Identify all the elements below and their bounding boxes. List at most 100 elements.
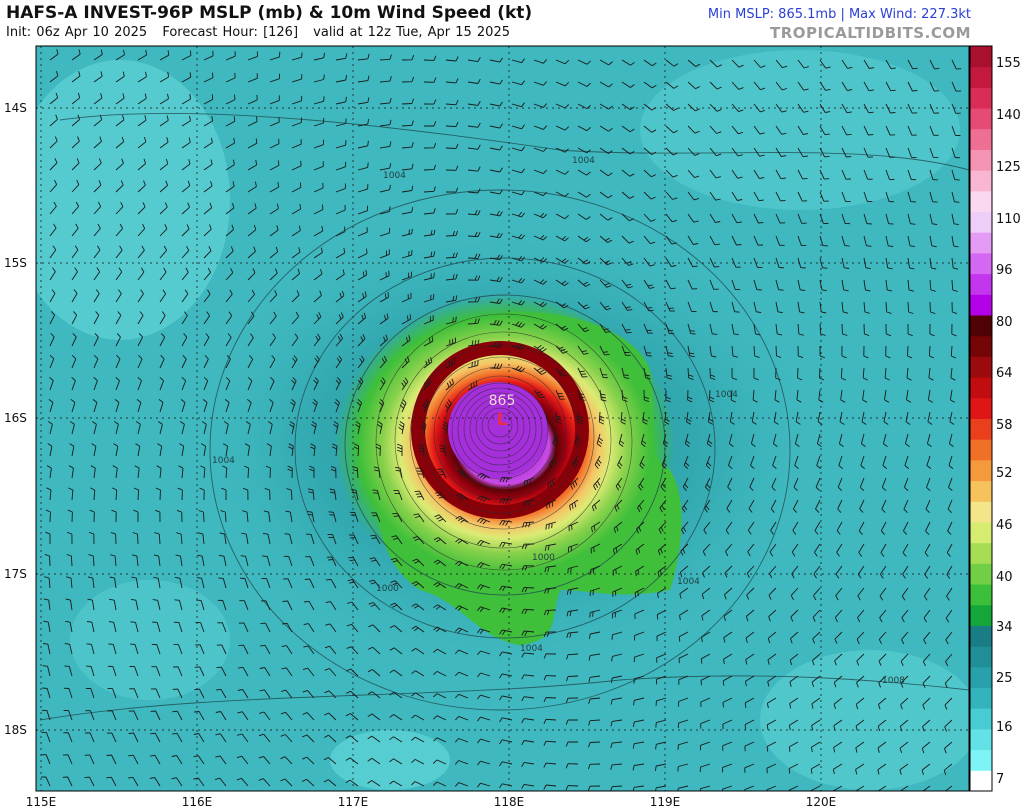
wind-barb	[731, 235, 742, 246]
wind-barb	[855, 719, 865, 731]
wind-barb	[395, 466, 403, 479]
wind-barb	[731, 345, 738, 358]
wind-barb	[181, 115, 191, 127]
colorbar-swatch	[970, 273, 992, 295]
wind-barb	[709, 235, 720, 246]
wind-barb	[332, 443, 338, 457]
wind-barb	[379, 334, 388, 347]
wind-barb	[591, 499, 601, 512]
wind-barb	[744, 697, 755, 708]
wind-barb	[797, 81, 809, 91]
wind-barb	[945, 609, 953, 623]
wind-barb	[621, 389, 628, 402]
wind-barb	[836, 543, 843, 557]
wind-barb	[433, 671, 447, 677]
wind-barb	[445, 56, 459, 62]
wind-barb	[885, 59, 896, 70]
wind-barb	[722, 763, 733, 773]
wind-barb	[352, 466, 359, 479]
wind-barb	[93, 158, 102, 171]
wind-barb	[566, 587, 579, 595]
storm-eye	[448, 382, 548, 478]
wind-barb	[907, 301, 914, 314]
wind-barb	[885, 257, 893, 270]
colorbar-swatch	[970, 232, 992, 254]
wind-barb	[679, 565, 689, 578]
wind-barb	[219, 532, 227, 545]
wind-barb	[467, 78, 481, 84]
wind-barb	[181, 202, 190, 215]
wind-barb	[521, 630, 535, 636]
wind-barb	[705, 455, 712, 470]
wind-barb	[181, 224, 190, 237]
wind-barb	[269, 138, 280, 149]
wind-barb	[265, 465, 271, 479]
wind-barb	[215, 755, 227, 765]
wind-barb	[594, 455, 602, 469]
wind-barb	[115, 180, 124, 193]
wind-barb	[879, 587, 887, 601]
forecast-hour: Forecast Hour: [126]	[162, 25, 299, 40]
wind-barb	[67, 531, 73, 545]
wind-barb	[838, 455, 843, 470]
wind-barb	[389, 714, 403, 721]
wind-barb	[115, 223, 123, 237]
wind-barb	[291, 333, 299, 347]
wind-barb	[511, 300, 525, 306]
wind-barb	[819, 169, 830, 180]
wind-barb	[797, 367, 803, 381]
wind-barb	[833, 719, 843, 731]
wind-barb	[555, 235, 569, 242]
wind-barb	[555, 411, 562, 424]
wind-barb	[928, 345, 935, 359]
wind-barb	[259, 711, 271, 721]
wind-barb	[700, 653, 711, 664]
wind-barb	[326, 578, 337, 589]
wind-barb	[709, 323, 718, 335]
wind-barb	[877, 719, 887, 732]
wind-barb	[753, 367, 759, 381]
wind-barb	[610, 719, 623, 727]
contour-label: 1004	[212, 456, 235, 466]
wind-barb	[775, 301, 783, 314]
colorbar-swatch	[970, 252, 992, 275]
wind-barb	[840, 367, 847, 381]
wind-barb	[221, 487, 227, 500]
wind-barb	[745, 675, 755, 687]
wind-barb	[313, 226, 324, 237]
wind-barb	[643, 323, 653, 334]
wind-barb	[401, 250, 413, 259]
wind-barb	[245, 421, 251, 435]
wind-barb	[489, 167, 503, 173]
wind-barb	[885, 345, 891, 359]
wind-barb	[665, 213, 678, 223]
wind-barb	[797, 103, 809, 113]
wind-barb	[929, 125, 939, 136]
contour-label: 1004	[572, 156, 595, 166]
wind-barb	[379, 141, 392, 149]
wind-barb	[357, 75, 370, 83]
wind-barb	[543, 697, 557, 703]
wind-barb	[489, 232, 503, 239]
wind-barb	[857, 587, 865, 601]
wind-barb	[489, 189, 503, 195]
wind-barb	[574, 433, 581, 447]
colorbar-swatch	[970, 108, 992, 130]
wind-barb	[599, 301, 612, 311]
wind-barb	[201, 421, 207, 435]
wind-barb	[929, 191, 938, 203]
wind-barb	[621, 323, 632, 334]
wind-barb	[599, 213, 613, 221]
wind-barb	[722, 741, 733, 751]
wind-barb	[907, 345, 913, 359]
wind-barb	[699, 785, 711, 791]
wind-barb	[946, 565, 953, 579]
light-wind-patch	[36, 60, 230, 340]
wind-barb	[258, 755, 271, 765]
wind-barb	[418, 444, 425, 457]
wind-barb	[944, 719, 953, 732]
wind-barb	[682, 477, 689, 491]
colorbar-swatch	[970, 749, 992, 771]
wind-barb	[335, 204, 346, 215]
wind-barb	[863, 59, 875, 69]
